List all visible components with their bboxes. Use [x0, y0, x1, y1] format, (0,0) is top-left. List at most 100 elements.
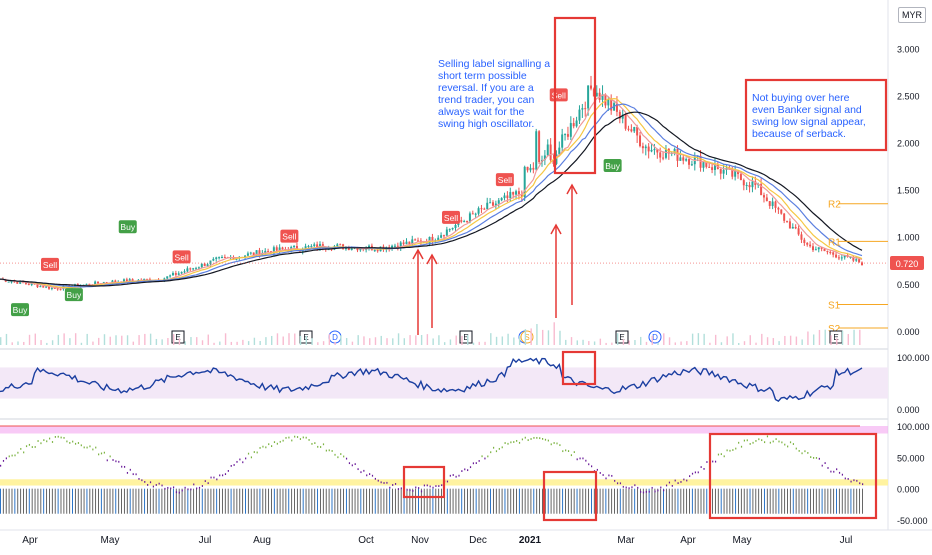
histogram-dot: [317, 445, 319, 448]
histogram-bar: [308, 488, 310, 514]
histogram-dot: [599, 472, 601, 474]
candle-body: [739, 174, 742, 181]
histogram-tick-label: 50.000: [897, 453, 925, 463]
histogram-bar: [314, 488, 316, 514]
histogram-dot: [801, 452, 803, 455]
candle-body: [347, 246, 350, 250]
candle-body: [183, 271, 186, 273]
candle-body: [509, 192, 512, 199]
histogram-bar: [118, 488, 120, 514]
candle-body: [437, 237, 440, 241]
volume-bar: [853, 329, 855, 345]
histogram-dot: [830, 470, 832, 473]
candle-body: [486, 202, 489, 210]
histogram-dot: [285, 436, 287, 439]
histogram-dot: [763, 441, 766, 444]
histogram-bar: [628, 488, 630, 514]
histogram-dot: [492, 446, 495, 449]
histogram-dot: [118, 460, 120, 463]
candle-body: [829, 251, 832, 253]
histogram-bar: [579, 488, 581, 514]
volume-bar: [663, 333, 665, 345]
price-tick-label: 0.000: [897, 327, 920, 337]
sell-annotation-note: Selling label signalling a short term po…: [438, 58, 551, 130]
histogram-bar: [755, 488, 757, 514]
histogram-bar: [812, 488, 814, 514]
histogram-bar: [801, 488, 803, 514]
candle-body: [293, 246, 296, 248]
candle-body: [760, 184, 763, 196]
volume-bar: [691, 333, 694, 345]
histogram-bar: [475, 488, 477, 514]
histogram-bar: [830, 488, 832, 514]
histogram-bar: [738, 488, 739, 514]
histogram-bar: [233, 488, 235, 514]
candle-body: [218, 257, 221, 259]
time-axis-label: Jul: [840, 535, 853, 546]
histogram-dot: [198, 486, 201, 489]
candle-body: [27, 283, 30, 285]
volume-bar: [253, 337, 256, 345]
currency-badge[interactable]: MYR: [898, 7, 926, 23]
histogram-bar: [219, 488, 221, 514]
volume-bar: [622, 339, 625, 345]
histogram-dot: [573, 451, 575, 453]
volume-bar: [449, 339, 452, 345]
histogram-dot: [513, 441, 515, 443]
histogram-dot: [680, 481, 682, 483]
histogram-bar: [167, 488, 169, 514]
histogram-dot: [689, 475, 691, 478]
histogram-bar: [680, 488, 682, 514]
histogram-dot: [717, 453, 720, 456]
histogram-bar: [239, 488, 241, 514]
histogram-bar: [714, 488, 716, 514]
histogram-bar: [112, 488, 114, 514]
histogram-dot: [637, 486, 639, 489]
volume-bar: [161, 339, 163, 345]
histogram-bar: [648, 488, 650, 514]
histogram-dot: [795, 447, 797, 450]
candle-body: [24, 282, 27, 284]
histogram-dot: [553, 442, 555, 444]
histogram-dot: [856, 479, 858, 482]
histogram-bar: [2, 488, 4, 514]
histogram-dot: [337, 456, 339, 459]
histogram-bar: [530, 488, 532, 514]
histogram-bar: [259, 488, 261, 514]
histogram-bar: [576, 488, 578, 514]
volume-bar: [518, 335, 521, 345]
histogram-bar: [492, 488, 494, 514]
price-tick-label: 1.000: [897, 233, 920, 243]
histogram-dot: [516, 439, 518, 442]
volume-bar: [86, 333, 88, 345]
candle-body: [624, 114, 627, 129]
histogram-bar: [328, 488, 330, 514]
histogram-dot: [683, 478, 685, 481]
candle-body: [837, 257, 840, 259]
histogram-dot: [579, 457, 581, 460]
histogram-bar: [400, 488, 402, 514]
histogram-dot: [654, 490, 656, 493]
candle-body: [601, 94, 604, 100]
histogram-bar: [155, 488, 157, 514]
histogram-dot: [268, 443, 270, 446]
histogram-bar: [247, 488, 249, 514]
histogram-dot: [735, 447, 737, 450]
histogram-bar: [836, 488, 837, 514]
histogram-bar: [527, 488, 529, 514]
histogram-dot: [380, 481, 382, 484]
histogram-dot: [40, 442, 42, 445]
histogram-bar: [106, 488, 108, 514]
histogram-bar: [763, 488, 765, 514]
histogram-dot: [616, 482, 619, 485]
histogram-dot: [291, 439, 293, 442]
histogram-bar: [490, 488, 492, 514]
histogram-bar: [366, 488, 368, 514]
histogram-bar: [703, 488, 705, 514]
histogram-bar: [637, 488, 639, 514]
candle-body: [373, 250, 376, 252]
histogram-bar: [507, 488, 509, 514]
histogram-bar: [123, 488, 125, 514]
histogram-dot: [247, 452, 250, 455]
